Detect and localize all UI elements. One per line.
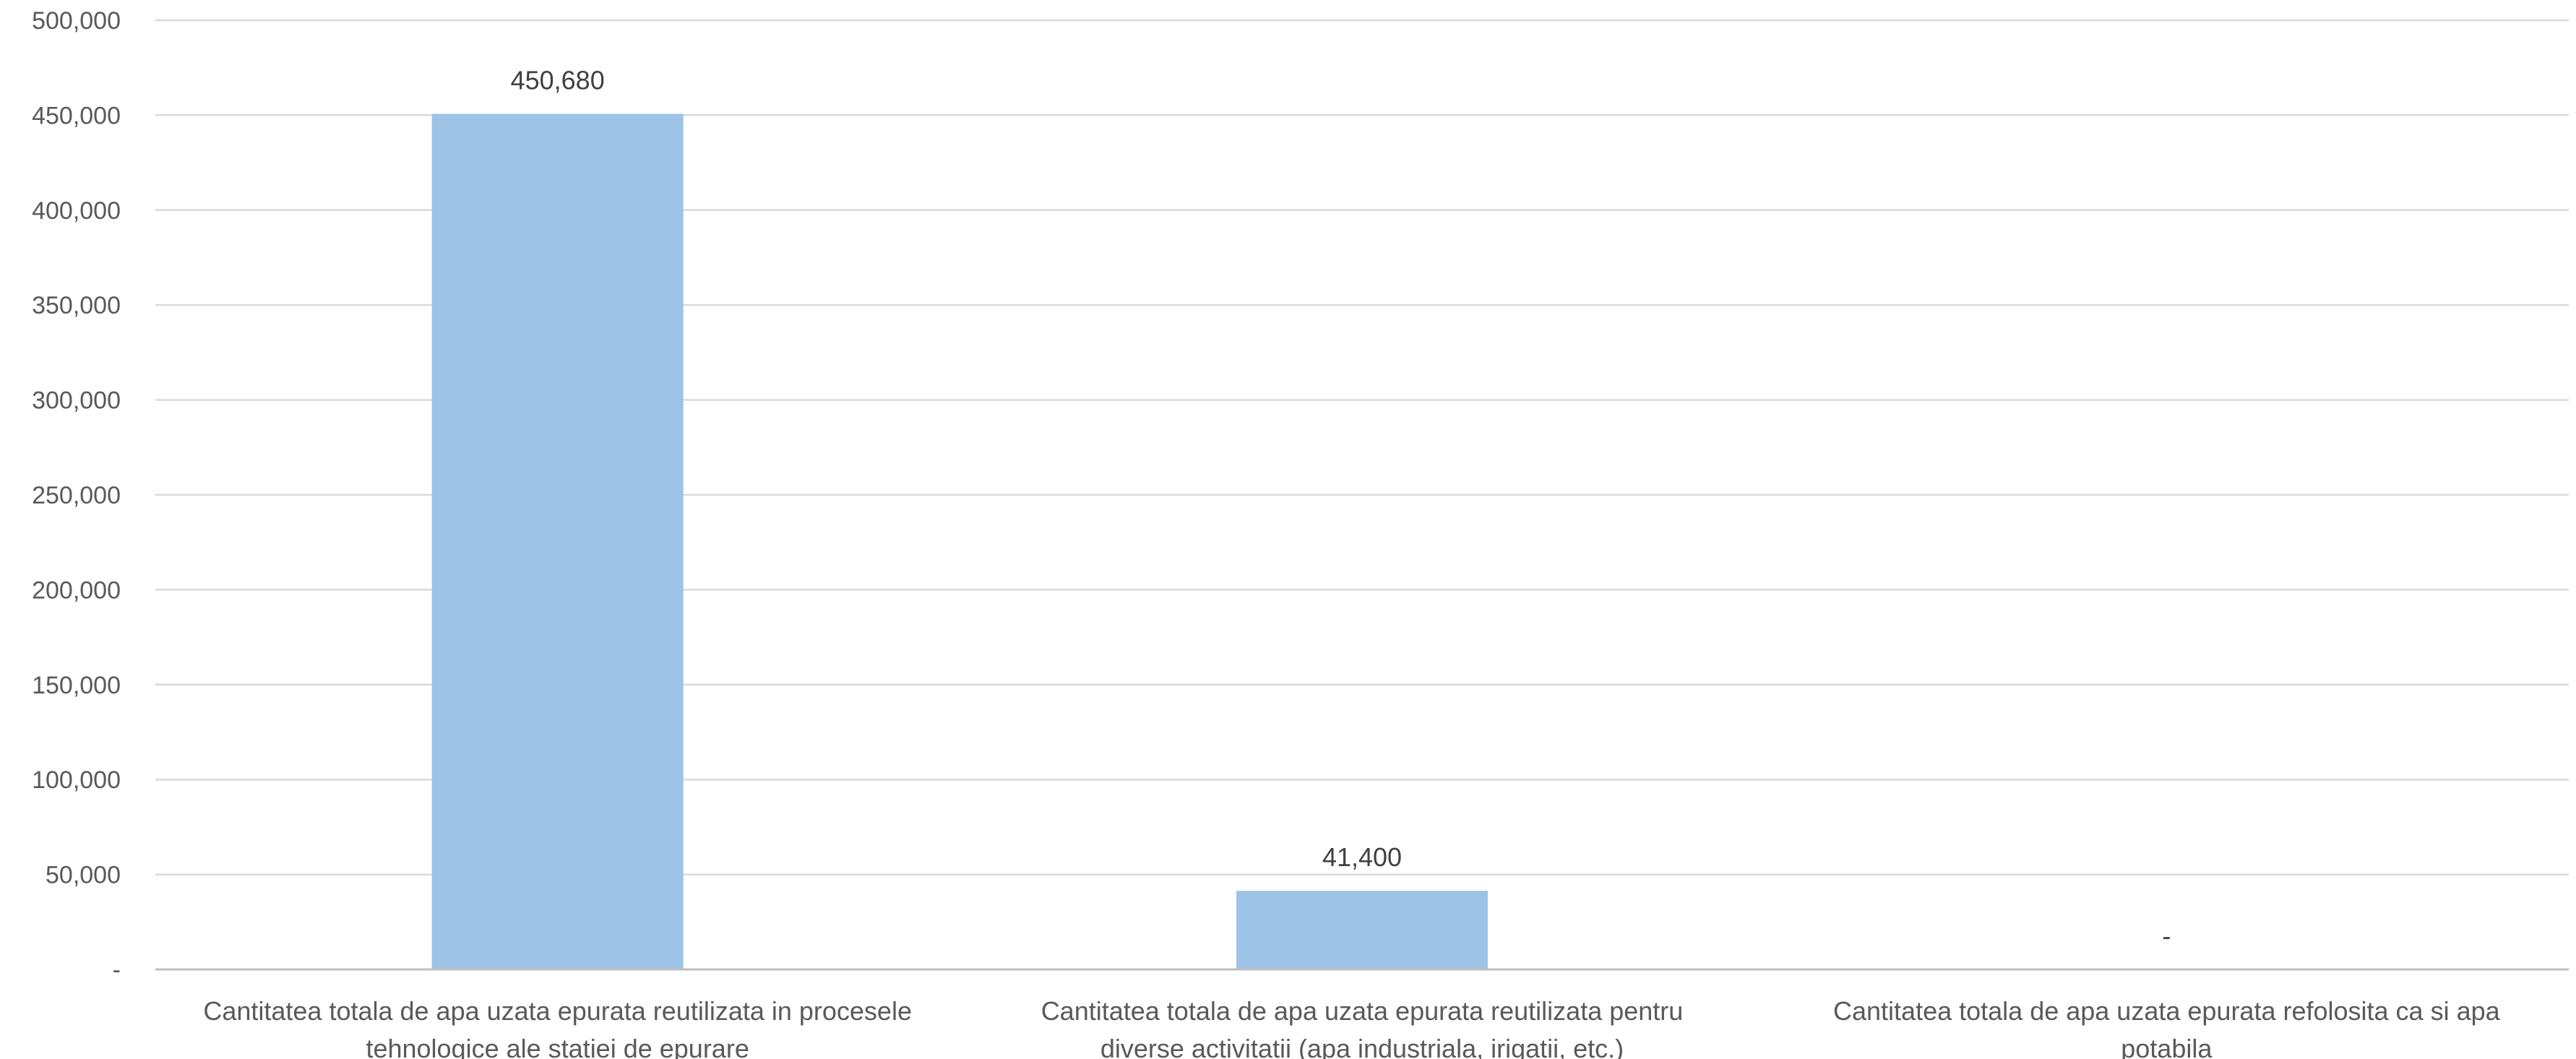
- data-label: -: [2162, 921, 2171, 951]
- category-label: Cantitatea totala de apa uzata epurata r…: [1833, 996, 2501, 1026]
- category-label: Cantitatea totala de apa uzata epurata r…: [203, 996, 912, 1026]
- category-label: tehnologice ale statiei de epurare: [366, 1034, 749, 1059]
- bar: [431, 113, 684, 970]
- category-label: Cantitatea totala de apa uzata epurata r…: [1041, 996, 1684, 1026]
- y-tick-label: 500,000: [32, 7, 121, 35]
- y-tick-label: 250,000: [32, 482, 121, 509]
- y-tick-label: 400,000: [32, 197, 121, 225]
- y-tick-label: 50,000: [46, 862, 121, 889]
- bar: [1236, 891, 1488, 969]
- y-tick-label: -: [113, 956, 121, 984]
- y-tick-label: 150,000: [32, 672, 121, 699]
- y-tick-label: 350,000: [32, 292, 121, 319]
- data-label: 450,680: [511, 66, 605, 95]
- category-label: potabila: [2121, 1034, 2213, 1059]
- y-tick-label: 100,000: [32, 766, 121, 794]
- category-labels: Cantitatea totala de apa uzata epurata r…: [203, 996, 2500, 1059]
- y-tick-label: 200,000: [32, 576, 121, 604]
- y-axis-tick-labels: - 50,000 100,000 150,000 200,000 250,000 300,0…: [32, 7, 121, 984]
- bars: [431, 113, 1488, 970]
- data-labels: 450,680 41,400 -: [511, 66, 2171, 951]
- y-tick-label: 450,000: [32, 102, 121, 129]
- y-tick-label: 300,000: [32, 387, 121, 415]
- category-label: diverse activitatii (apa industriala, ir…: [1100, 1034, 1624, 1059]
- data-label: 41,400: [1322, 842, 1402, 872]
